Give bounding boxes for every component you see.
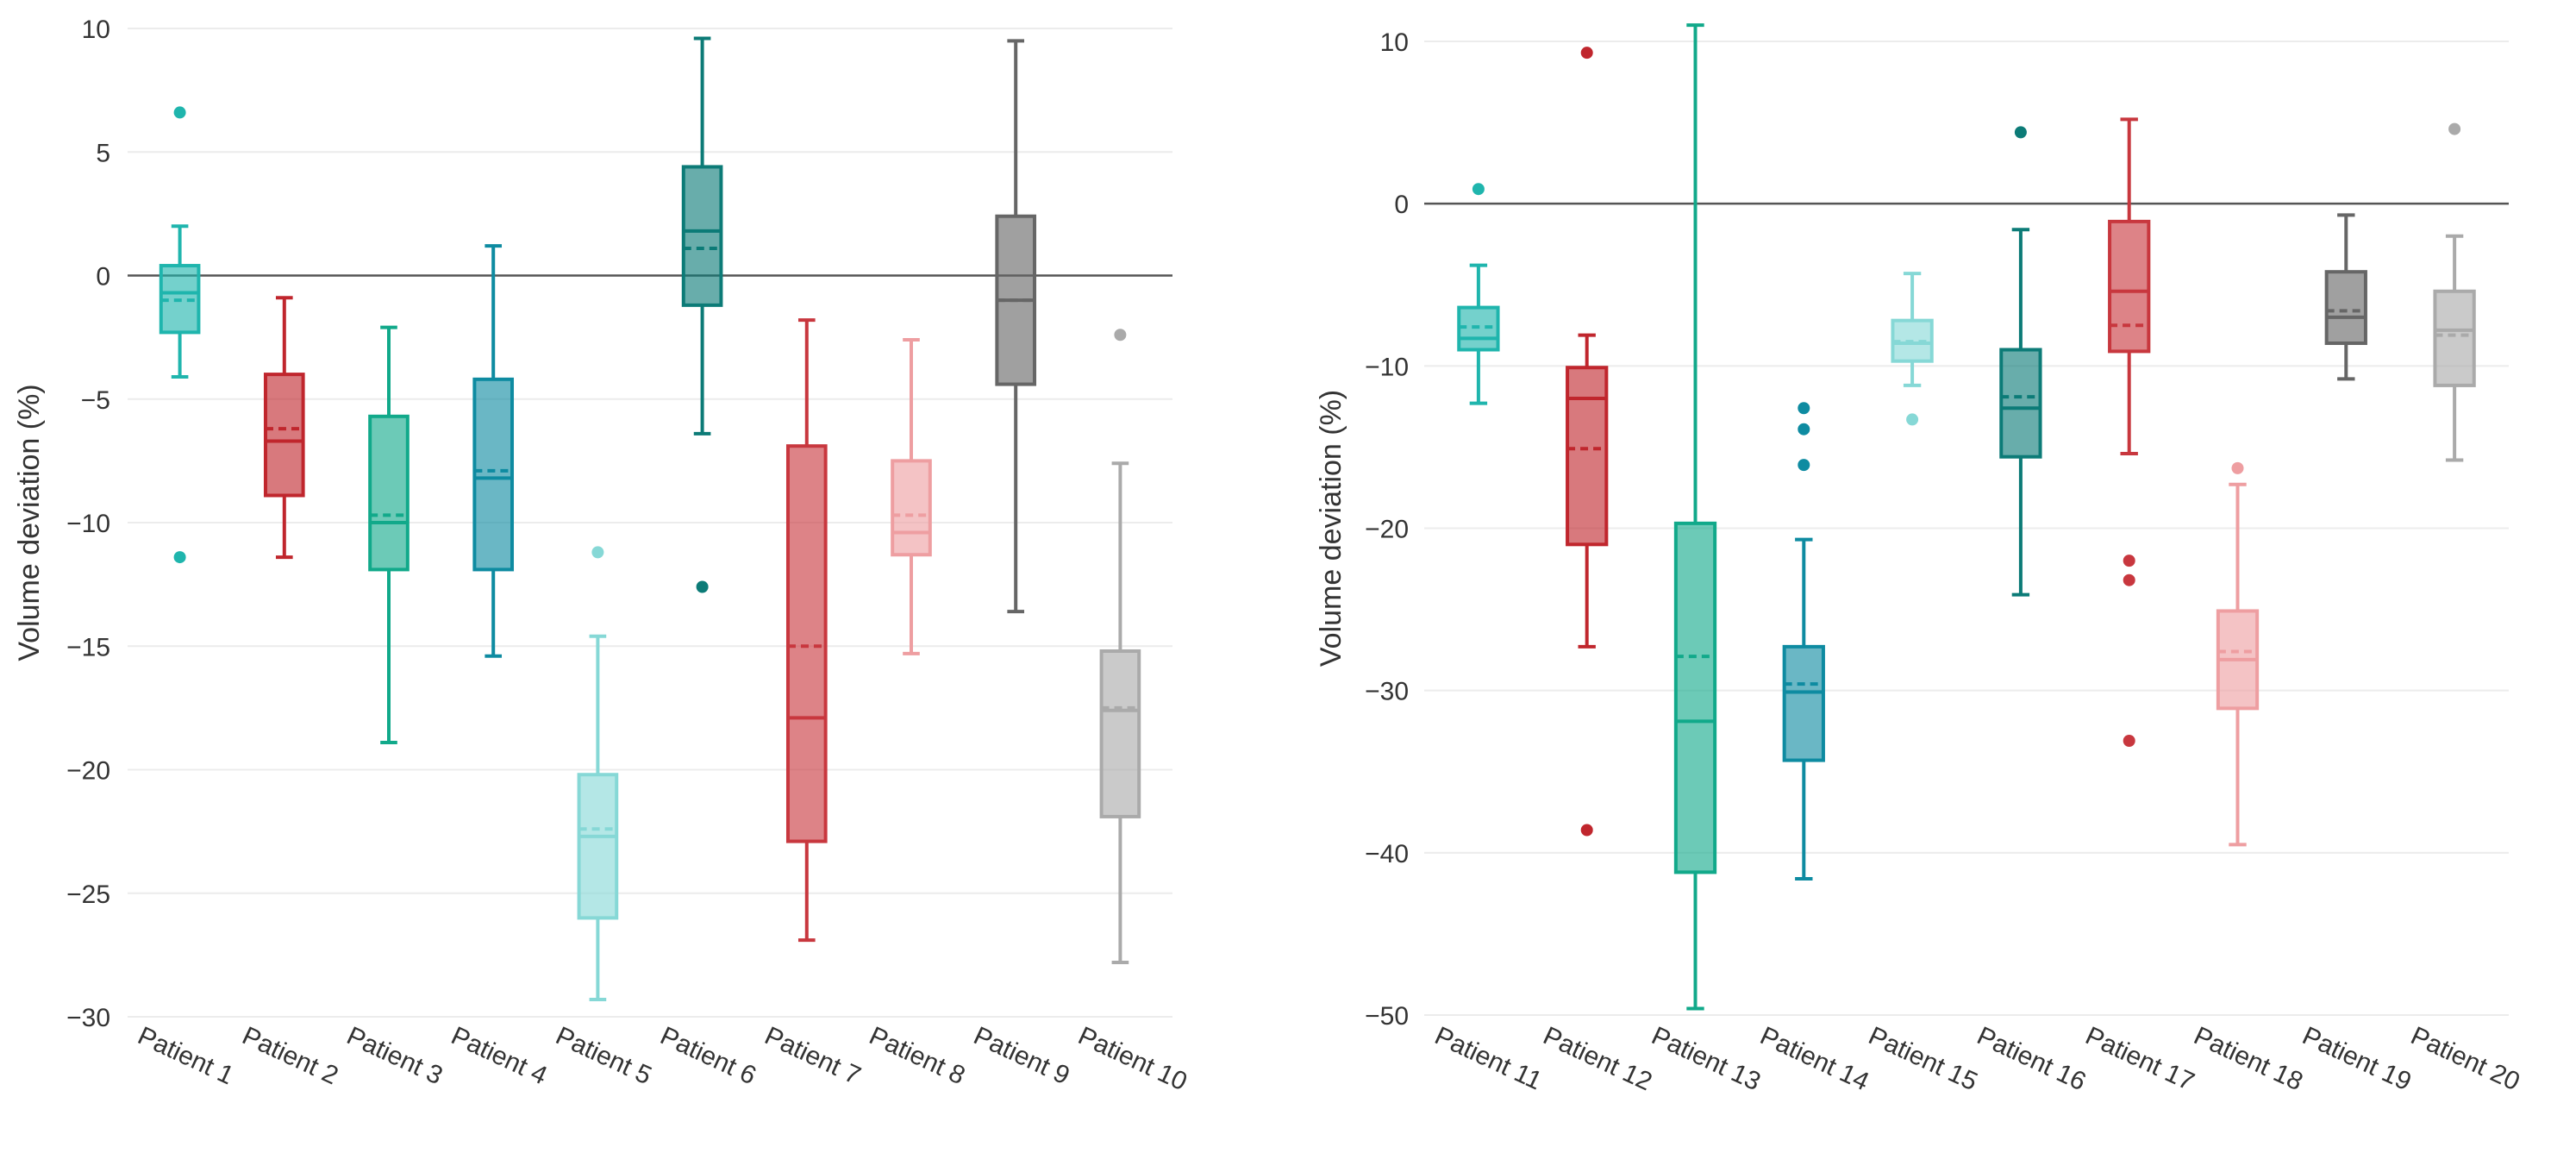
outlier-point [1114,329,1127,342]
iqr-box [891,459,932,557]
box-patient-20 [2433,122,2476,462]
y-tick-label: −15 [66,633,110,661]
iqr-box [2433,289,2476,387]
outlier-point [2123,555,2135,567]
y-tick-label: 10 [1380,28,1409,57]
box-patient-11 [1457,183,1500,405]
y-tick-label: 0 [96,263,110,291]
iqr-box [368,414,410,572]
outlier-point [1906,413,1919,426]
outlier-point [1472,183,1485,196]
iqr-box [1566,366,1609,547]
outlier-point [2448,122,2461,135]
iqr-box [472,377,515,572]
box-patient-6 [681,36,723,593]
outlier-point [2123,573,2135,586]
box-patient-5 [577,546,619,1001]
box-patient-12 [1566,47,1609,837]
iqr-box [785,444,828,843]
box-patient-1 [159,106,201,564]
y-tick-label: −50 [1365,1002,1409,1031]
y-tick-label: −30 [66,1004,110,1032]
outlier-point [1580,47,1593,60]
box-patient-19 [2324,213,2367,381]
outlier-point [1798,459,1810,472]
outlier-point [2231,461,2244,474]
box-patient-16 [1999,126,2042,597]
y-tick-label: −10 [66,510,110,538]
iqr-box [2108,219,2151,354]
box-patient-9 [995,39,1037,614]
iqr-box [681,165,723,307]
y-tick-label: −5 [81,386,110,415]
y-tick-label: 0 [1394,191,1409,219]
y-tick-label: −40 [1365,840,1409,868]
y-tick-label: 5 [96,139,110,167]
iqr-box [1673,521,1717,874]
y-tick-label: −30 [1365,678,1409,706]
y-tick-label: −20 [1365,516,1409,544]
y-axis-label: Volume deviation (%) [13,384,46,661]
outlier-point [1798,423,1810,436]
iqr-box [1782,644,1825,762]
box-patient-10 [1099,329,1141,964]
outlier-point [1798,402,1810,415]
iqr-box [577,773,619,920]
box-patient-13 [1673,23,1717,1011]
y-tick-label: −10 [1365,353,1409,381]
box-patient-17 [2108,117,2151,747]
outlier-point [173,106,186,119]
box-patient-8 [891,337,932,655]
outlier-point [2014,126,2027,139]
box-patient-7 [785,318,828,943]
outlier-point [591,546,604,559]
outlier-point [696,580,709,593]
outlier-point [1580,824,1593,837]
box-patient-18 [2216,461,2260,847]
box-patient-15 [1891,272,1934,426]
iqr-box [1099,649,1141,818]
box-patient-4 [472,244,515,658]
iqr-box [2324,270,2367,345]
y-tick-label: −25 [66,881,110,909]
box-patient-2 [263,296,305,560]
iqr-box [263,373,305,498]
y-axis-label: Volume deviation (%) [1315,390,1347,667]
outlier-point [2123,734,2135,747]
y-tick-label: 10 [82,16,110,44]
box-patient-3 [368,325,410,744]
box-patient-14 [1782,402,1825,881]
outlier-point [173,551,186,564]
y-tick-label: −20 [66,757,110,786]
iqr-box [1999,348,2042,459]
